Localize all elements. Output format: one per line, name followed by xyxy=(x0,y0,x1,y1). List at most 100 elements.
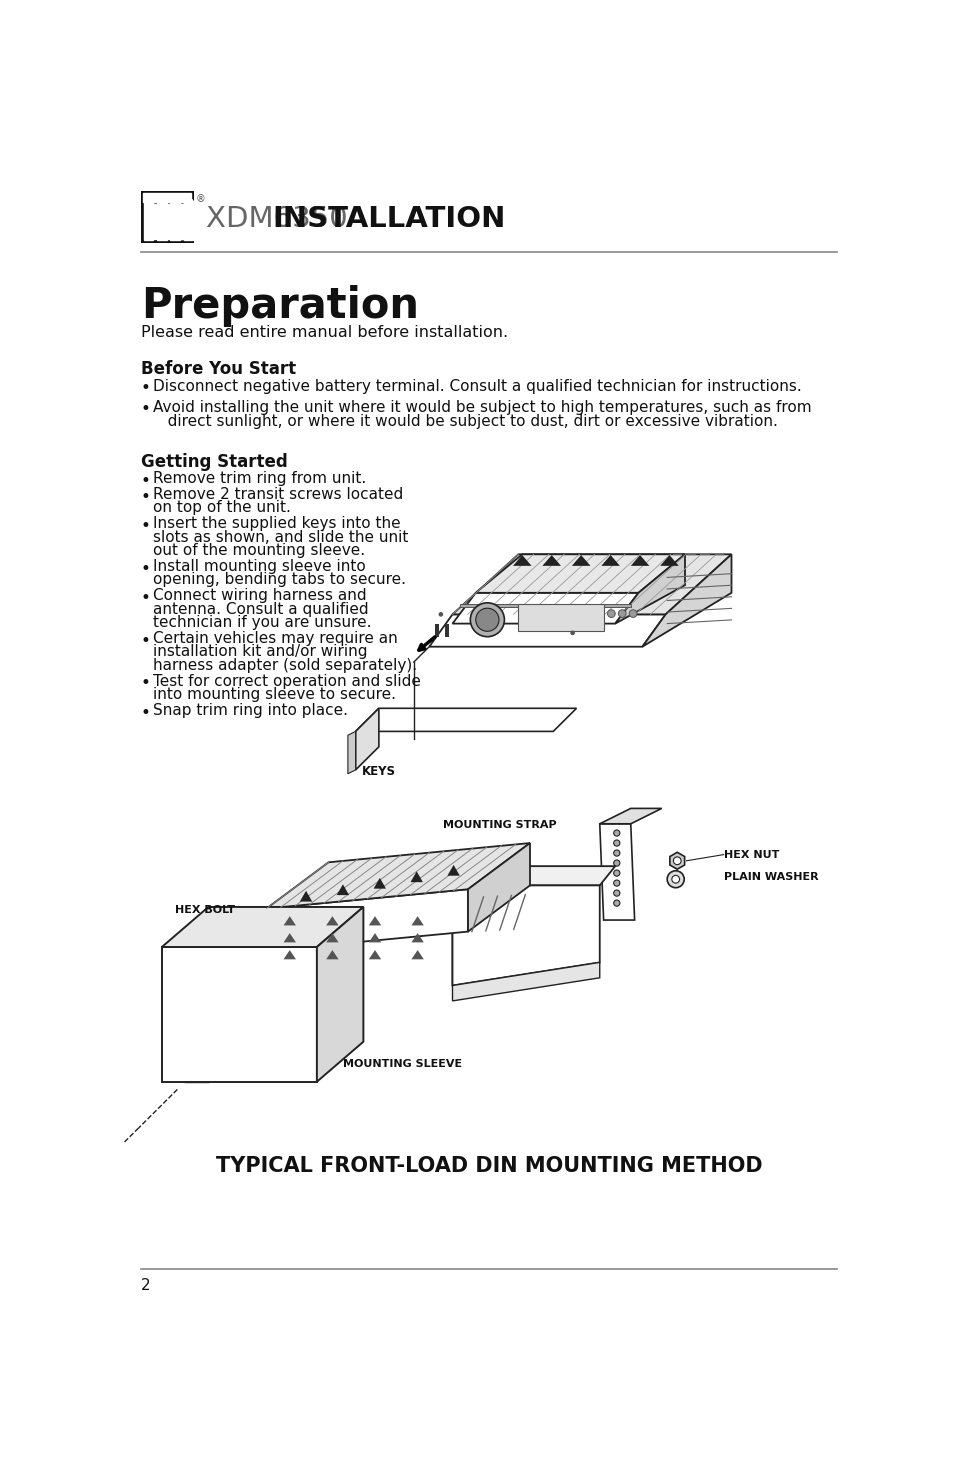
Text: •: • xyxy=(141,704,151,721)
Text: HEX NUT: HEX NUT xyxy=(723,850,779,860)
FancyBboxPatch shape xyxy=(141,190,193,243)
Text: •: • xyxy=(141,472,151,490)
Polygon shape xyxy=(599,808,661,825)
Circle shape xyxy=(570,630,575,636)
Polygon shape xyxy=(452,593,638,624)
Polygon shape xyxy=(162,907,363,947)
Text: MOUNTING SLEEVE: MOUNTING SLEEVE xyxy=(342,1059,461,1069)
Text: HEX BOLT: HEX BOLT xyxy=(174,904,234,914)
Circle shape xyxy=(613,900,619,906)
Polygon shape xyxy=(283,916,295,925)
Text: into mounting sleeve to secure.: into mounting sleeve to secure. xyxy=(153,687,395,702)
Text: MOUNTING STRAP: MOUNTING STRAP xyxy=(443,820,557,830)
Text: •: • xyxy=(141,488,151,506)
Text: TYPICAL FRONT-LOAD DIN MOUNTING METHOD: TYPICAL FRONT-LOAD DIN MOUNTING METHOD xyxy=(215,1156,761,1177)
Text: Connect wiring harness and: Connect wiring harness and xyxy=(153,589,367,603)
Text: Certain vehicles may require an: Certain vehicles may require an xyxy=(153,631,397,646)
Circle shape xyxy=(671,875,679,884)
Text: ®: ® xyxy=(195,193,205,204)
Polygon shape xyxy=(452,885,599,985)
Text: •: • xyxy=(141,379,151,397)
Polygon shape xyxy=(641,555,731,646)
Polygon shape xyxy=(266,844,530,909)
Polygon shape xyxy=(411,934,423,943)
Polygon shape xyxy=(599,825,634,920)
Polygon shape xyxy=(283,950,295,959)
Polygon shape xyxy=(410,872,422,882)
Text: INSTALLATION: INSTALLATION xyxy=(272,205,505,233)
Text: Snap trim ring into place.: Snap trim ring into place. xyxy=(153,704,348,718)
Text: Remove trim ring from unit.: Remove trim ring from unit. xyxy=(153,471,366,487)
Circle shape xyxy=(613,870,619,876)
Text: 2: 2 xyxy=(141,1279,151,1294)
Bar xyxy=(162,947,316,1081)
Circle shape xyxy=(613,889,619,897)
Text: Insert the supplied keys into the: Insert the supplied keys into the xyxy=(153,516,400,531)
Text: Before You Start: Before You Start xyxy=(141,360,295,378)
Circle shape xyxy=(613,881,619,886)
Polygon shape xyxy=(659,555,679,566)
Polygon shape xyxy=(571,555,590,566)
Text: KEYS: KEYS xyxy=(361,764,395,777)
Polygon shape xyxy=(452,866,615,885)
Circle shape xyxy=(613,850,619,855)
Circle shape xyxy=(618,609,625,618)
Text: •: • xyxy=(141,631,151,649)
Polygon shape xyxy=(513,555,531,566)
Text: harness adapter (sold separately).: harness adapter (sold separately). xyxy=(153,658,417,673)
Circle shape xyxy=(438,612,443,617)
Text: XDM6350: XDM6350 xyxy=(206,205,356,233)
Bar xyxy=(171,202,179,240)
Polygon shape xyxy=(669,853,684,869)
Circle shape xyxy=(666,870,683,888)
Polygon shape xyxy=(326,934,338,943)
Text: Please read entire manual before installation.: Please read entire manual before install… xyxy=(141,324,508,339)
Circle shape xyxy=(613,830,619,836)
Text: Remove 2 transit screws located: Remove 2 transit screws located xyxy=(153,487,403,502)
Polygon shape xyxy=(429,615,665,646)
Polygon shape xyxy=(369,950,381,959)
Bar xyxy=(143,193,192,202)
Text: on top of the unit.: on top of the unit. xyxy=(153,500,291,515)
Bar xyxy=(179,204,191,239)
Polygon shape xyxy=(452,555,731,615)
Polygon shape xyxy=(452,962,599,1002)
Circle shape xyxy=(673,857,680,864)
Polygon shape xyxy=(326,916,338,925)
Polygon shape xyxy=(452,866,468,985)
Polygon shape xyxy=(600,555,619,566)
Polygon shape xyxy=(411,916,423,925)
Text: •: • xyxy=(141,516,151,535)
Circle shape xyxy=(613,860,619,866)
Text: Preparation: Preparation xyxy=(141,285,418,327)
Text: opening, bending tabs to secure.: opening, bending tabs to secure. xyxy=(153,572,406,587)
Polygon shape xyxy=(447,864,459,876)
Polygon shape xyxy=(374,878,386,888)
Circle shape xyxy=(607,609,615,618)
Polygon shape xyxy=(355,708,378,770)
Text: slots as shown, and slide the unit: slots as shown, and slide the unit xyxy=(153,530,408,544)
Text: out of the mounting sleeve.: out of the mounting sleeve. xyxy=(153,543,365,558)
Polygon shape xyxy=(266,889,468,951)
Text: •: • xyxy=(141,589,151,606)
Polygon shape xyxy=(355,708,576,732)
Polygon shape xyxy=(299,891,312,901)
Text: Avoid installing the unit where it would be subject to high temperatures, such a: Avoid installing the unit where it would… xyxy=(153,400,811,416)
Polygon shape xyxy=(369,916,381,925)
Polygon shape xyxy=(369,934,381,943)
Text: Getting Started: Getting Started xyxy=(141,453,288,471)
Polygon shape xyxy=(326,950,338,959)
Polygon shape xyxy=(468,844,530,932)
Bar xyxy=(444,624,448,637)
Text: Disconnect negative battery terminal. Consult a qualified technician for instruc: Disconnect negative battery terminal. Co… xyxy=(153,379,801,394)
Bar xyxy=(162,204,172,239)
Bar xyxy=(145,204,155,239)
Circle shape xyxy=(613,839,619,847)
Bar xyxy=(459,603,630,608)
Text: installation kit and/or wiring: installation kit and/or wiring xyxy=(153,645,368,659)
Polygon shape xyxy=(630,555,649,566)
Bar xyxy=(157,202,167,240)
Bar xyxy=(144,202,153,240)
Polygon shape xyxy=(615,555,684,624)
Polygon shape xyxy=(336,885,349,895)
